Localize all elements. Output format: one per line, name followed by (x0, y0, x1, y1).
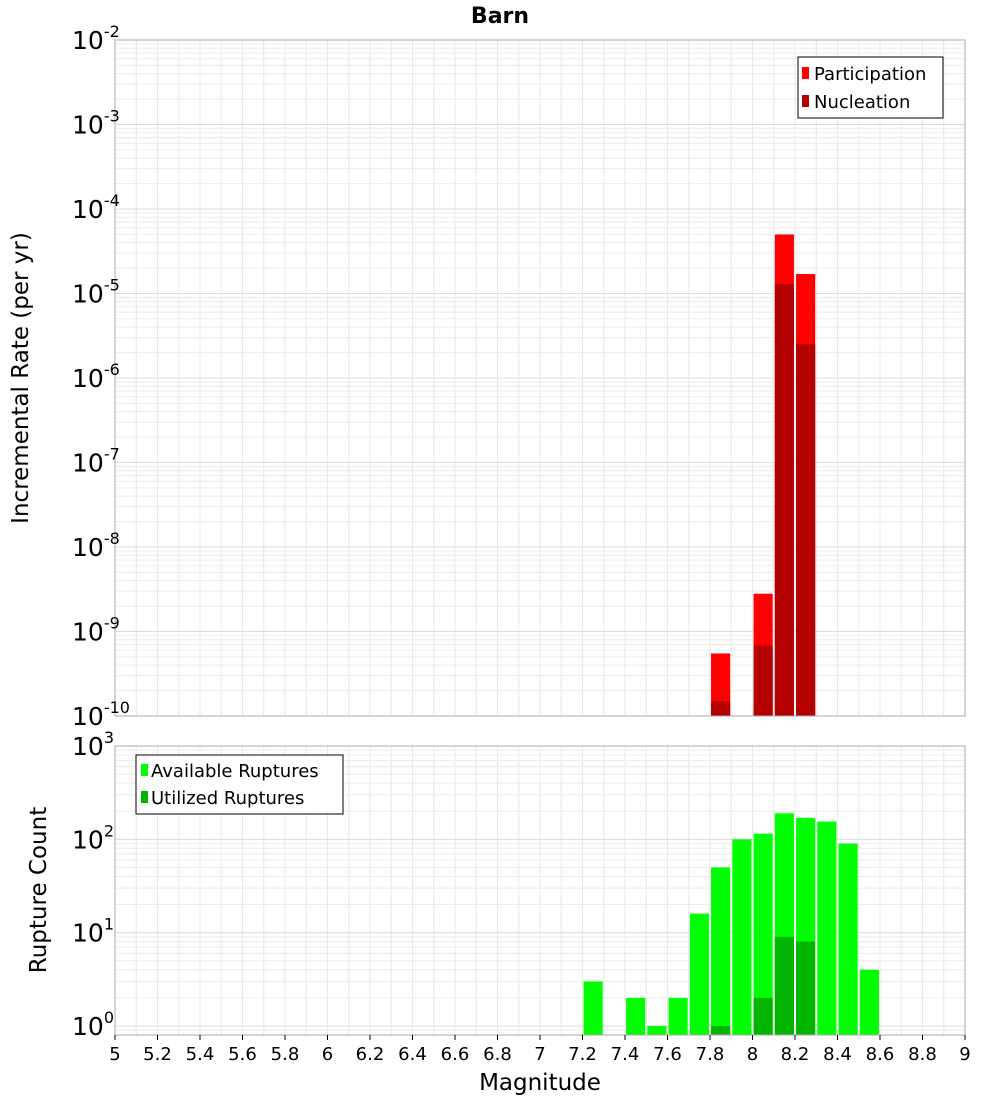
top-bars (711, 234, 816, 717)
legend-label-utilized-ruptures: Utilized Ruptures (151, 788, 304, 809)
legend-swatch-nucleation (802, 95, 809, 107)
x-tick-label: 5.4 (186, 1044, 215, 1065)
y-tick-label: 100 (72, 1008, 114, 1041)
rate-bar-nucleation-8.25 (796, 344, 816, 716)
count-bar-utilized-ruptures-8.05 (753, 997, 773, 1035)
legend-swatch-available-ruptures (141, 764, 148, 776)
x-tick-label: 5.6 (228, 1044, 257, 1065)
rate-bar-nucleation-8.05 (753, 645, 773, 716)
x-axis-label: Magnitude (479, 1070, 601, 1096)
top-y-axis-label: Incremental Rate (per yr) (8, 232, 34, 524)
top-legend-box (797, 56, 944, 119)
count-bar-available-ruptures-8.35 (817, 821, 837, 1035)
legend-label-available-ruptures: Available Ruptures (151, 761, 319, 782)
count-bar-available-ruptures-7.55 (647, 1025, 667, 1035)
y-tick-label: 10-8 (72, 529, 120, 562)
x-tick-label: 8.8 (908, 1044, 937, 1065)
x-tick-label: 8.2 (781, 1044, 810, 1065)
rate-bar-nucleation-7.85 (711, 701, 731, 716)
count-bar-available-ruptures-8.05 (753, 833, 773, 1035)
bottom-legend: Available Ruptures Utilized Ruptures (135, 754, 344, 815)
x-tick-label: 7.8 (696, 1044, 725, 1065)
top-grid (114, 40, 966, 717)
y-tick-label: 10-4 (72, 191, 120, 224)
x-axis-ticks: 5 5.2 5.4 5.6 5.8 6 6.2 6.4 6.6 6.8 7 7.2 7.4 7.6 7.8 8… (109, 1035, 971, 1065)
legend-swatch-utilized-ruptures (141, 791, 148, 803)
x-tick-label: 6 (322, 1044, 333, 1065)
count-bar-utilized-ruptures-7.85 (711, 1025, 731, 1035)
count-bar-available-ruptures-7.45 (626, 997, 646, 1035)
top-y-ticks: 10-2 10-3 10-4 10-5 10-6 10-7 10-8 10-9 10-10 (72, 22, 130, 731)
count-bar-available-ruptures-8.55 (859, 969, 879, 1035)
rate-bar-participation-7.85 (711, 653, 731, 716)
x-tick-label: 7.6 (653, 1044, 682, 1065)
x-tick-label: 6.4 (398, 1044, 427, 1065)
y-tick-label: 102 (72, 821, 114, 854)
count-bar-utilized-ruptures-8.15 (774, 936, 794, 1035)
y-tick-label: 10-2 (72, 22, 120, 55)
bottom-bars (583, 813, 879, 1035)
count-bar-available-ruptures-7.75 (689, 913, 709, 1035)
count-bar-available-ruptures-7.85 (711, 867, 731, 1035)
x-tick-label: 7.4 (611, 1044, 640, 1065)
bottom-y-ticks: 103 102 101 100 (72, 728, 114, 1041)
x-tick-label: 6.8 (483, 1044, 512, 1065)
legend-label-nucleation: Nucleation (814, 92, 910, 113)
rate-bar-nucleation-8.15 (774, 283, 794, 716)
x-tick-label: 8.6 (866, 1044, 895, 1065)
x-tick-label: 5.2 (143, 1044, 172, 1065)
legend-label-participation: Participation (814, 64, 926, 85)
x-tick-label: 6.2 (356, 1044, 385, 1065)
x-tick-label: 9 (959, 1044, 970, 1065)
count-bar-available-ruptures-8.45 (838, 843, 858, 1035)
x-tick-label: 7.2 (568, 1044, 597, 1065)
y-tick-label: 10-3 (72, 107, 120, 140)
top-panel: 10-2 10-3 10-4 10-5 10-6 10-7 10-8 10-9 10-10 In… (8, 22, 966, 731)
bottom-panel: 103 102 101 100 Rupture Count Available Rup… (26, 728, 966, 1041)
x-tick-label: 6.6 (441, 1044, 470, 1065)
top-legend: Participation Nucleation (797, 56, 944, 119)
y-tick-label: 101 (72, 915, 114, 948)
count-bar-available-ruptures-7.25 (583, 981, 603, 1035)
x-tick-label: 7 (534, 1044, 545, 1065)
y-tick-label: 10-10 (72, 698, 130, 731)
y-tick-label: 103 (72, 728, 114, 761)
top-plot-frame (114, 39, 966, 717)
chart-title: Barn (471, 4, 529, 29)
x-tick-label: 5.8 (271, 1044, 300, 1065)
count-bar-utilized-ruptures-8.25 (796, 941, 816, 1035)
bottom-y-axis-label: Rupture Count (26, 807, 52, 973)
x-tick-label: 8.4 (823, 1044, 852, 1065)
x-tick-label: 5 (109, 1044, 120, 1065)
count-bar-available-ruptures-7.95 (732, 839, 752, 1035)
count-bar-available-ruptures-7.65 (668, 997, 688, 1035)
x-tick-label: 8 (747, 1044, 758, 1065)
bottom-legend-box (135, 754, 344, 815)
y-tick-label: 10-5 (72, 276, 120, 309)
y-tick-label: 10-9 (72, 614, 120, 647)
legend-swatch-participation (802, 67, 809, 79)
y-tick-label: 10-7 (72, 445, 120, 478)
y-tick-label: 10-6 (72, 360, 120, 393)
